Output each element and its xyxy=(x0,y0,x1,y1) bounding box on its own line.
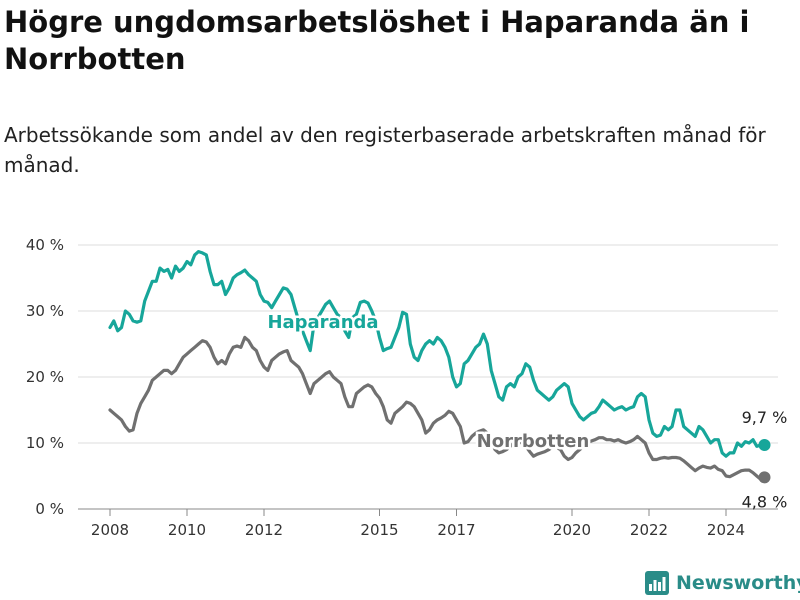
line-chart: 0 % 10 % 20 % 30 % 40 % 2008 2010 2012 2015 2017… xyxy=(26,236,788,539)
x-tick-label: 2017 xyxy=(437,521,475,539)
x-tick-label: 2020 xyxy=(553,521,591,539)
series-label-haparanda: Haparanda xyxy=(267,312,378,333)
newsworthy-logo-icon xyxy=(645,571,669,595)
series-end-point-haparanda xyxy=(758,438,771,451)
y-tick-label: 10 % xyxy=(26,434,64,452)
end-value-label-haparanda: 9,7 % xyxy=(742,408,788,427)
series-line-norrbotten xyxy=(108,335,767,481)
series-end-point-norrbotten xyxy=(758,471,771,484)
brand-logo: Newsworthy xyxy=(645,569,800,597)
x-tick-label: 2010 xyxy=(168,521,206,539)
y-tick-label: 20 % xyxy=(26,368,64,386)
y-tick-label: 30 % xyxy=(26,302,64,320)
y-tick-label: 40 % xyxy=(26,236,64,254)
series-labels: Haparanda 9,7 % Norrbotten 4,8 % xyxy=(265,310,788,512)
x-tick-label: 2008 xyxy=(91,521,129,539)
x-axis: 2008 2010 2012 2015 2017 2020 2022 2024 xyxy=(91,509,745,539)
x-tick-label: 2022 xyxy=(630,521,668,539)
end-value-label-norrbotten: 4,8 % xyxy=(742,492,788,511)
page-subtitle: Arbetssökande som andel av den registerb… xyxy=(4,123,766,177)
x-tick-label: 2015 xyxy=(360,521,398,539)
series-label-norrbotten: Norrbotten xyxy=(477,431,590,452)
x-tick-label: 2012 xyxy=(245,521,283,539)
y-axis: 0 % 10 % 20 % 30 % 40 % xyxy=(26,236,64,518)
x-tick-label: 2024 xyxy=(707,521,745,539)
y-tick-label: 0 % xyxy=(35,500,64,518)
page-title: Högre ungdomsarbetslöshet i Haparanda än… xyxy=(4,5,750,76)
brand-name: Newsworthy xyxy=(676,572,800,594)
grid-lines xyxy=(78,244,778,510)
series-lines xyxy=(108,250,771,484)
series-line-haparanda xyxy=(108,250,767,458)
